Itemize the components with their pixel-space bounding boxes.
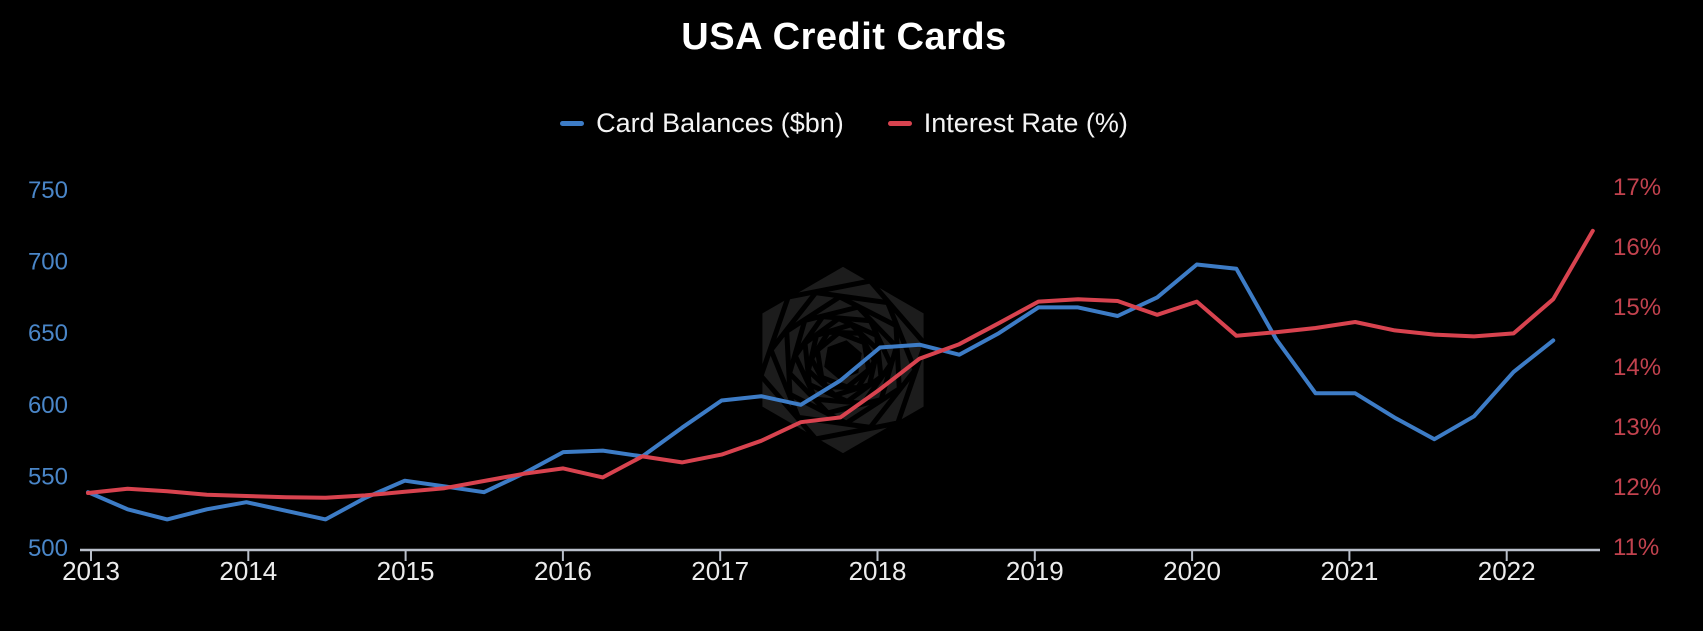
right-axis-label: 15%	[1613, 294, 1661, 321]
left-axis-label: 700	[28, 249, 68, 276]
x-axis-label: 2022	[1478, 556, 1536, 586]
right-axis-label: 13%	[1613, 414, 1661, 441]
right-axis-label: 11%	[1613, 534, 1659, 561]
legend-label-card-balances: Card Balances ($bn)	[596, 108, 844, 138]
legend-swatch-card-balances	[560, 121, 585, 126]
left-axis-label: 550	[28, 463, 68, 490]
x-axis-label: 2017	[691, 556, 749, 586]
left-axis-label: 600	[28, 392, 68, 419]
left-axis-label: 650	[28, 320, 68, 347]
legend-swatch-interest-rate	[887, 121, 912, 126]
watermark-logo-icon	[757, 261, 929, 459]
chart-title: USA Credit Cards	[681, 16, 1007, 58]
interest-rate-line	[86, 228, 1595, 500]
right-axis-label: 17%	[1613, 174, 1661, 201]
left-axis-label: 750	[28, 177, 68, 204]
x-axis-label: 2016	[534, 556, 592, 586]
x-axis-label: 2018	[849, 556, 907, 586]
legend-item-card-balances: Card Balances ($bn)	[560, 108, 844, 139]
card-balances-line	[86, 262, 1556, 522]
right-axis-label: 12%	[1613, 474, 1661, 501]
right-axis-label: 14%	[1613, 354, 1661, 381]
x-axis-label: 2015	[377, 556, 435, 586]
x-axis-label: 2014	[219, 556, 277, 586]
chart-legend: Card Balances ($bn) Interest Rate (%)	[0, 108, 1688, 139]
x-axis-label: 2019	[1006, 556, 1064, 586]
legend-label-interest-rate: Interest Rate (%)	[923, 108, 1128, 138]
x-axis-label: 2020	[1163, 556, 1221, 586]
x-axis-label: 2021	[1320, 556, 1378, 586]
x-axis-label: 2013	[62, 556, 120, 586]
right-axis-label: 16%	[1613, 234, 1661, 261]
legend-item-interest-rate: Interest Rate (%)	[887, 108, 1128, 139]
left-axis-label: 500	[28, 535, 68, 562]
